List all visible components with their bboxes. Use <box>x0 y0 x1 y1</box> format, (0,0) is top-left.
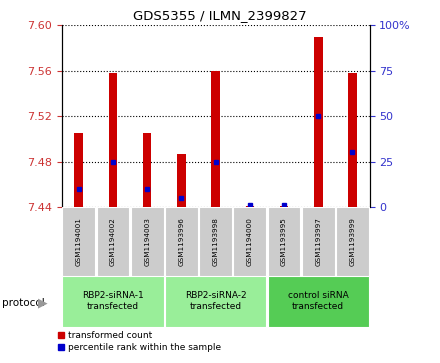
Bar <box>165 276 266 327</box>
Legend: transformed count, percentile rank within the sample: transformed count, percentile rank withi… <box>57 331 221 352</box>
Text: GDS5355 / ILMN_2399827: GDS5355 / ILMN_2399827 <box>133 9 307 22</box>
Bar <box>131 207 164 276</box>
Bar <box>109 73 117 207</box>
Bar <box>96 207 129 276</box>
Bar <box>62 276 164 327</box>
Text: GSM1193997: GSM1193997 <box>315 217 321 266</box>
Text: RBP2-siRNA-2
transfected: RBP2-siRNA-2 transfected <box>185 291 246 311</box>
Bar <box>348 73 357 207</box>
Bar <box>280 206 288 207</box>
Text: GSM1194003: GSM1194003 <box>144 217 150 266</box>
Bar <box>246 206 254 207</box>
Bar <box>336 207 369 276</box>
Bar <box>314 37 323 207</box>
Text: GSM1194002: GSM1194002 <box>110 217 116 266</box>
Bar <box>62 207 95 276</box>
Bar <box>211 71 220 207</box>
Bar <box>165 207 198 276</box>
Bar <box>302 207 335 276</box>
Text: GSM1193998: GSM1193998 <box>213 217 219 266</box>
Text: GSM1193996: GSM1193996 <box>178 217 184 266</box>
Text: GSM1194001: GSM1194001 <box>76 217 82 266</box>
Bar <box>143 133 151 207</box>
Text: protocol: protocol <box>2 298 45 308</box>
Bar <box>199 207 232 276</box>
Bar <box>268 207 301 276</box>
Bar <box>177 154 186 207</box>
Bar <box>74 133 83 207</box>
Text: ▶: ▶ <box>38 297 48 310</box>
Text: control siRNA
transfected: control siRNA transfected <box>288 291 348 311</box>
Text: GSM1194000: GSM1194000 <box>247 217 253 266</box>
Text: GSM1193999: GSM1193999 <box>349 217 356 266</box>
Bar <box>233 207 266 276</box>
Bar <box>268 276 369 327</box>
Text: RBP2-siRNA-1
transfected: RBP2-siRNA-1 transfected <box>82 291 144 311</box>
Text: GSM1193995: GSM1193995 <box>281 217 287 266</box>
